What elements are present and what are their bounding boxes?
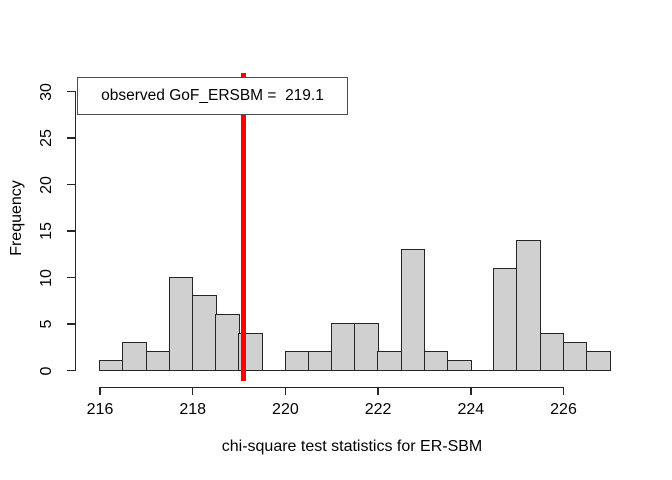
x-tick-label: 226: [550, 401, 577, 418]
histogram-bar: [377, 351, 403, 372]
legend-box: observed GoF_ERSBM = 219.1: [77, 76, 348, 115]
y-axis-line: [74, 90, 77, 372]
histogram-bar: [516, 239, 542, 372]
x-tick: [284, 386, 287, 395]
histogram-bar: [307, 351, 333, 372]
histogram-bar: [99, 360, 124, 372]
y-tick-label: 25: [38, 129, 55, 148]
histogram-bar: [446, 360, 472, 372]
y-tick: [66, 276, 75, 279]
histogram-zero-bin: [470, 369, 495, 372]
y-tick: [66, 323, 75, 325]
histogram-bar: [585, 351, 611, 372]
x-tick-label: 224: [457, 401, 485, 418]
y-tick-label: 30: [38, 82, 55, 101]
y-tick: [66, 137, 75, 139]
histogram-bar: [122, 341, 148, 372]
histogram-bar: [539, 332, 565, 372]
legend-label: observed GoF_ERSBM = 219.1: [101, 86, 324, 104]
histogram-bar: [215, 313, 240, 372]
y-tick: [66, 230, 75, 232]
histogram-bar: [284, 351, 310, 372]
histogram-bar: [331, 323, 356, 372]
x-tick: [377, 386, 379, 395]
histogram-bar: [493, 267, 518, 372]
x-tick: [470, 386, 472, 395]
histogram-bar: [423, 351, 449, 372]
histogram-bar: [354, 323, 379, 372]
histogram-bar: [191, 295, 217, 372]
y-axis-title: Frequency: [8, 180, 25, 256]
observed-statistic-line: [241, 73, 247, 381]
y-tick-label: 0: [38, 366, 55, 375]
histogram-bar: [400, 248, 426, 372]
x-tick-label: 220: [272, 401, 299, 418]
x-axis-line: [99, 386, 565, 388]
y-tick-label: 5: [38, 319, 55, 329]
x-tick: [99, 386, 101, 395]
y-tick-label: 10: [38, 268, 55, 287]
histogram-zero-bin: [261, 369, 287, 372]
y-tick: [66, 183, 75, 186]
histogram-bar: [562, 341, 588, 372]
x-axis-title: chi-square test statistics for ER-SBM: [221, 438, 483, 455]
histogram-bar: [168, 276, 194, 372]
x-tick-label: 216: [86, 401, 114, 418]
x-tick-label: 218: [179, 401, 207, 418]
y-tick-label: 20: [38, 175, 55, 194]
y-tick: [66, 369, 75, 372]
y-tick-label: 15: [38, 222, 55, 240]
y-tick: [66, 90, 75, 93]
histogram-bar: [145, 351, 171, 372]
x-tick-label: 222: [364, 401, 392, 418]
x-tick: [562, 386, 565, 395]
x-tick: [191, 386, 194, 395]
